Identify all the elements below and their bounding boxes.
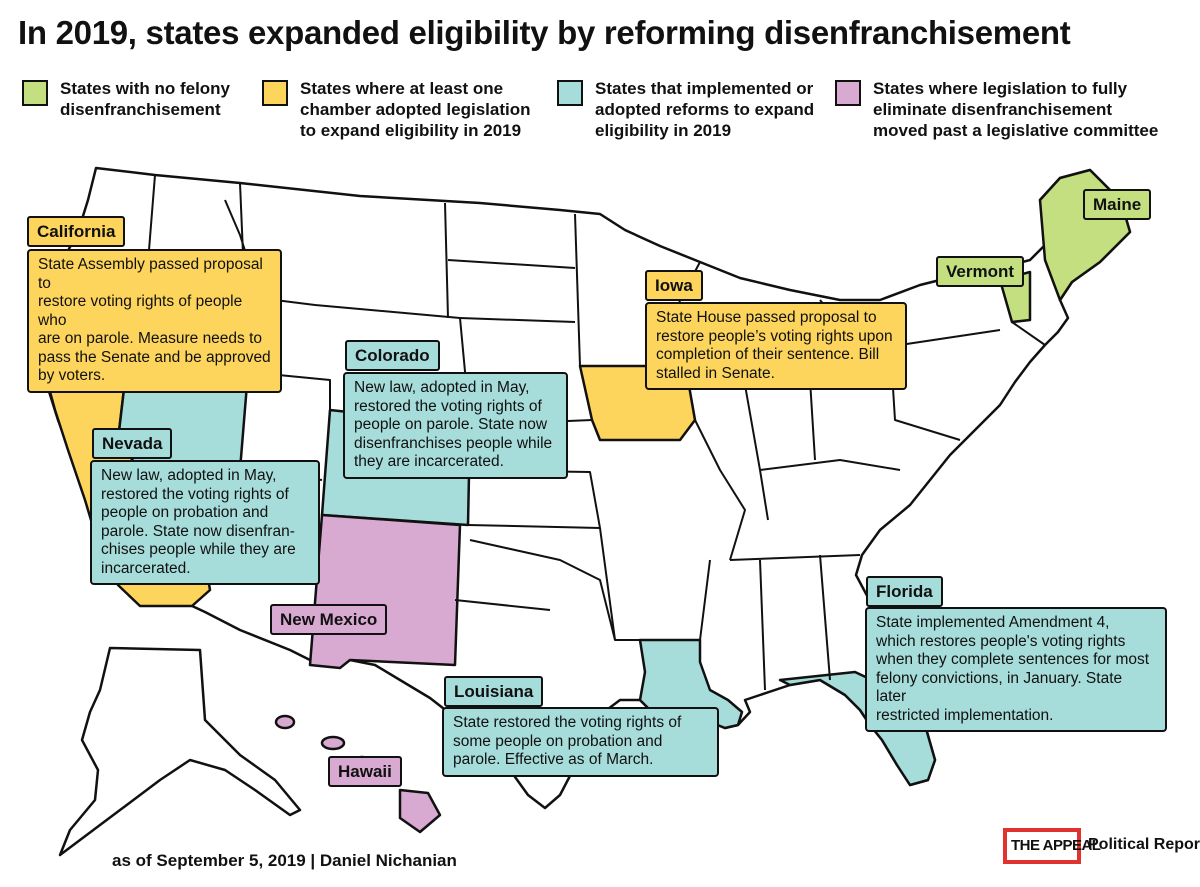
label-iowa: Iowa [645,270,703,301]
callout-louisiana: State restored the voting rights of some … [442,707,719,777]
legend-text-green: States with no felony disenfranchisement [60,79,231,119]
state-louisiana [638,638,744,730]
map-title: In 2019, states expanded eligibility by … [18,14,1071,51]
legend-text-teal: States that implemented or adopted reform… [595,79,815,140]
label-nevada: Nevada [92,428,173,459]
label-colorado: Colorado [345,340,440,371]
label-maine: Maine [1083,189,1152,220]
label-new-mexico: New Mexico [270,604,388,635]
callout-colorado: New law, adopted in May, restored the vot… [343,372,568,479]
label-hawaii: Hawaii [328,756,402,787]
logo-badge-text: THE APPEAL [1011,837,1101,854]
callout-nevada: New law, adopted in May, restored the vot… [90,460,320,585]
legend-swatch-pink [835,80,861,106]
callout-florida: State implemented Amendment 4, which rest… [865,607,1167,732]
label-california: California [27,216,126,247]
legend-swatch-green [22,80,48,106]
label-vermont: Vermont [936,256,1025,287]
legend-swatch-yellow [262,80,288,106]
logo-side-text: Political Report. [1088,836,1200,853]
state-alaska [58,646,302,857]
label-florida: Florida [866,576,943,607]
callout-iowa: State House passed proposal to restore pe… [645,302,907,390]
the-appeal-logo: THE APPEAL [1003,828,1101,864]
state-new-mexico [308,513,462,670]
legend-text-pink: States where legislation to fully elimina… [873,79,1159,140]
footer-credit: as of September 5, 2019 | Daniel Nichani… [112,851,457,870]
legend-text-yellow: States where at least one chamber adopted… [300,79,531,140]
callout-california: State Assembly passed proposal to restore… [27,249,282,393]
legend-swatch-teal [557,80,583,106]
label-louisiana: Louisiana [444,676,544,707]
